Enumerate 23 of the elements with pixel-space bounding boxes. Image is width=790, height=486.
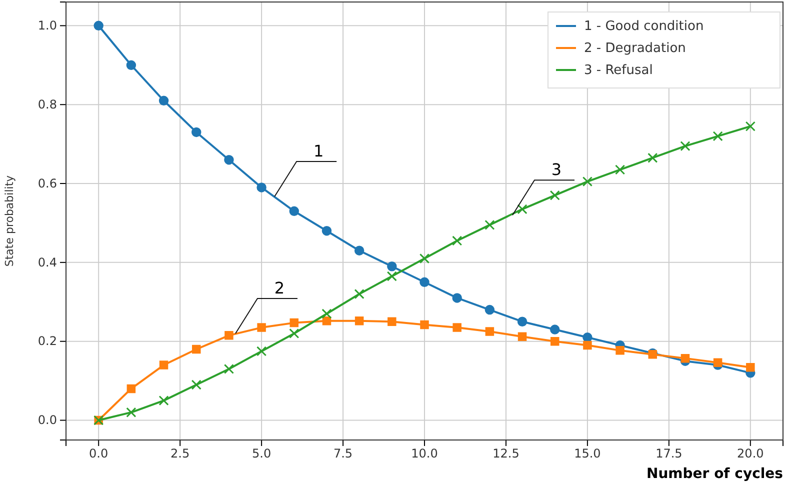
x-axis-title: Number of cycles	[646, 466, 783, 482]
x-tick-label: 12.5	[492, 446, 520, 461]
y-axis-title: State probability	[3, 174, 16, 267]
y-tick-label: 0.2	[38, 334, 57, 348]
legend-label: 1 - Good condition	[584, 19, 704, 34]
x-tick-label: 20.0	[737, 446, 764, 461]
y-tick-label: 0.4	[38, 255, 57, 270]
annotation: 2	[274, 278, 285, 298]
annotation: 3	[551, 160, 562, 180]
x-tick-label: 0.0	[89, 446, 108, 461]
y-tick-label: 0.8	[38, 97, 57, 112]
x-tick-label: 10.0	[411, 446, 438, 461]
x-tick-label: 7.5	[333, 446, 353, 461]
y-tick-label: 0.0	[38, 413, 57, 428]
annotation: 1	[313, 142, 324, 161]
y-tick-label: 1.0	[38, 18, 57, 33]
legend-label: 3 - Refusal	[584, 63, 653, 78]
legend-label: 2 - Degradation	[584, 41, 686, 56]
y-tick-label: 0.6	[38, 176, 57, 190]
x-tick-label: 5.0	[252, 446, 272, 461]
x-tick-label: 2.5	[170, 446, 190, 461]
x-tick-label: 17.5	[656, 446, 682, 461]
x-tick-label: 15.0	[574, 446, 601, 461]
